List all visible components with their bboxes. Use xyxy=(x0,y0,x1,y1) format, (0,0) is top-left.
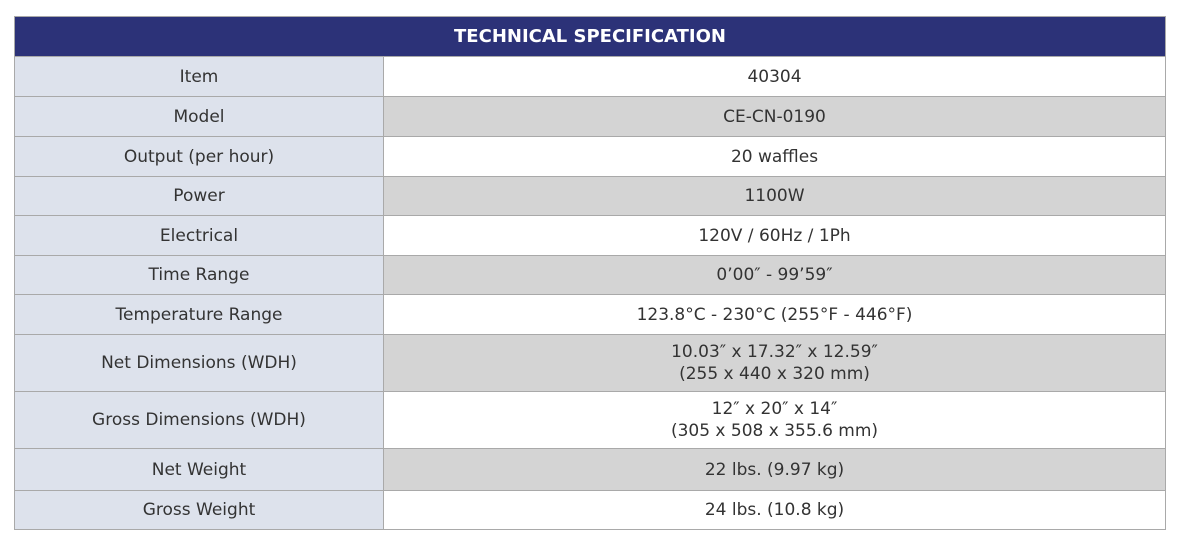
spec-label-cell: Net Dimensions (WDH) xyxy=(15,335,384,391)
spec-row: Time Range 0’00″ - 99’59″ xyxy=(15,255,1165,294)
spec-value: 20 waffles xyxy=(730,146,819,167)
spec-value-cell: CE-CN-0190 xyxy=(384,97,1165,136)
spec-value: 12″ x 20″ x 14″ xyxy=(711,399,838,419)
spec-label-cell: Time Range xyxy=(15,256,384,294)
spec-row: Gross Dimensions (WDH) 12″ x 20″ x 14″ (30… xyxy=(15,391,1165,448)
spec-label-cell: Electrical xyxy=(15,216,384,255)
spec-row: Temperature Range 123.8°C - 230°C (255°F … xyxy=(15,294,1165,334)
spec-label: Temperature Range xyxy=(115,304,283,325)
spec-label: Gross Weight xyxy=(142,500,256,520)
spec-value: 22 lbs. (9.97 kg) xyxy=(704,459,845,480)
spec-value: 40304 xyxy=(747,66,802,87)
spec-label: Item xyxy=(179,66,219,87)
spec-value-cell: 120V / 60Hz / 1Ph xyxy=(384,216,1165,255)
spec-label-cell: Net Weight xyxy=(15,449,384,490)
spec-value: 10.03″ x 17.32″ x 12.59″ xyxy=(671,342,878,362)
spec-value: (255 x 440 x 320 mm) xyxy=(679,364,870,384)
spec-label: Time Range xyxy=(148,265,250,285)
spec-label-cell: Temperature Range xyxy=(15,295,384,334)
spec-row: Model CE-CN-0190 xyxy=(15,96,1165,136)
spec-row: Power 1100W xyxy=(15,176,1165,215)
spec-value: (305 x 508 x 355.6 mm) xyxy=(670,421,879,441)
spec-value: 24 lbs. (10.8 kg) xyxy=(704,500,845,520)
spec-row: Net Weight 22 lbs. (9.97 kg) xyxy=(15,448,1165,490)
spec-value: 123.8°C - 230°C (255°F - 446°F) xyxy=(636,304,913,325)
spec-value: 0’00″ - 99’59″ xyxy=(716,265,833,285)
spec-value: 1100W xyxy=(744,186,805,206)
spec-row: Electrical 120V / 60Hz / 1Ph xyxy=(15,215,1165,255)
spec-label: Model xyxy=(173,106,225,127)
spec-value: CE-CN-0190 xyxy=(723,106,826,127)
spec-label-cell: Model xyxy=(15,97,384,136)
spec-label: Power xyxy=(173,186,225,206)
spec-value-cell: 1100W xyxy=(384,177,1165,215)
spec-value-cell: 123.8°C - 230°C (255°F - 446°F) xyxy=(384,295,1165,334)
spec-value-cell: 22 lbs. (9.97 kg) xyxy=(384,449,1165,490)
spec-value-cell: 24 lbs. (10.8 kg) xyxy=(384,491,1165,529)
spec-value: 120V / 60Hz / 1Ph xyxy=(698,225,851,246)
spec-label: Gross Dimensions (WDH) xyxy=(92,410,306,430)
spec-label: Net Dimensions (WDH) xyxy=(101,353,297,373)
spec-value-cell: 0’00″ - 99’59″ xyxy=(384,256,1165,294)
spec-label-cell: Gross Dimensions (WDH) xyxy=(15,392,384,448)
table-title: TECHNICAL SPECIFICATION xyxy=(15,17,1165,56)
spec-row: Net Dimensions (WDH) 10.03″ x 17.32″ x 12… xyxy=(15,334,1165,391)
spec-label: Electrical xyxy=(159,225,239,246)
spec-table: TECHNICAL SPECIFICATION Item 40304 Model CE… xyxy=(14,16,1166,530)
spec-label-cell: Item xyxy=(15,57,384,96)
spec-row: Gross Weight 24 lbs. (10.8 kg) xyxy=(15,490,1165,529)
spec-row: Item 40304 xyxy=(15,56,1165,96)
spec-value-cell: 12″ x 20″ x 14″ (305 x 508 x 355.6 mm) xyxy=(384,392,1165,448)
spec-row: Output (per hour) 20 waffles xyxy=(15,136,1165,176)
spec-value-cell: 20 waffles xyxy=(384,137,1165,176)
spec-label: Output (per hour) xyxy=(123,146,275,167)
spec-value-cell: 10.03″ x 17.32″ x 12.59″ (255 x 440 x 320… xyxy=(384,335,1165,391)
spec-label-cell: Power xyxy=(15,177,384,215)
spec-label: Net Weight xyxy=(151,459,247,480)
spec-label-cell: Gross Weight xyxy=(15,491,384,529)
spec-value-cell: 40304 xyxy=(384,57,1165,96)
spec-label-cell: Output (per hour) xyxy=(15,137,384,176)
